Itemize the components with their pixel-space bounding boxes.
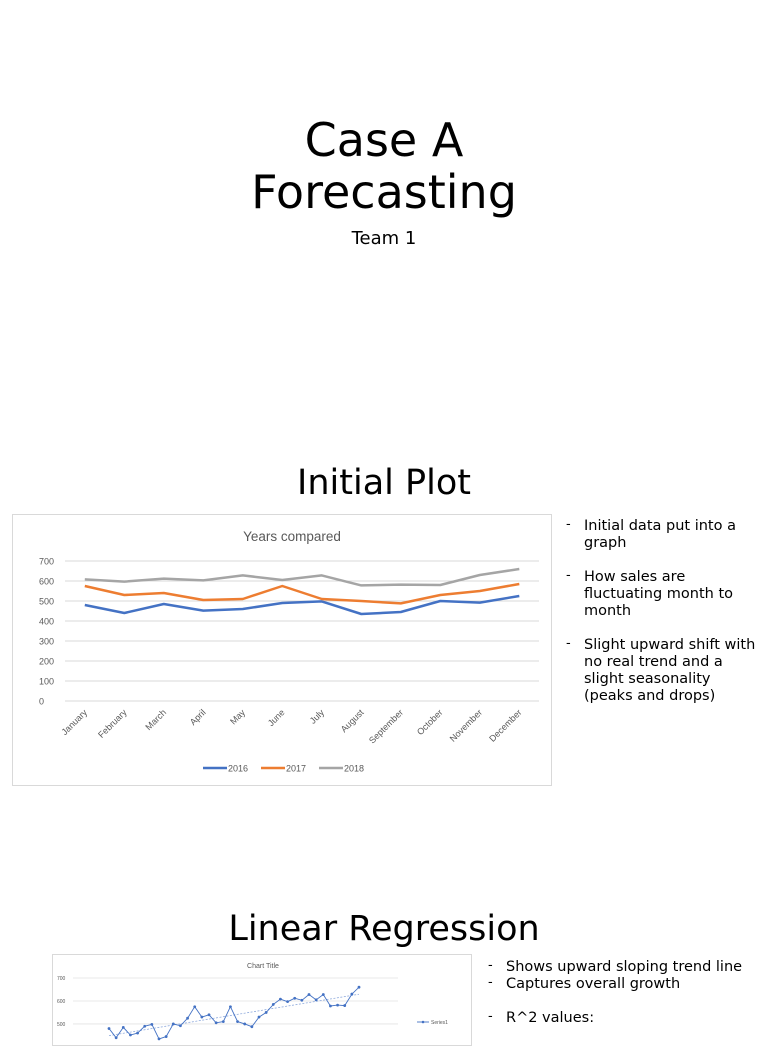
y-tick-label: 500 — [57, 1022, 66, 1028]
data-point — [329, 1005, 332, 1008]
x-tick-label: April — [188, 707, 208, 727]
data-point — [122, 1026, 125, 1029]
data-point — [308, 993, 311, 996]
data-point — [236, 1020, 239, 1023]
chart-gridlines — [73, 978, 398, 1045]
data-point — [108, 1027, 111, 1030]
y-tick-label: 500 — [39, 597, 54, 607]
legend-label: Series1 — [431, 1020, 448, 1026]
y-tick-label: 300 — [39, 637, 54, 647]
bullet-item: Initial data put into a graph — [566, 518, 756, 552]
data-point — [258, 1016, 261, 1019]
data-point — [208, 1013, 211, 1016]
x-tick-label: October — [415, 707, 445, 737]
x-tick-label: December — [487, 707, 523, 743]
x-tick-label: August — [339, 707, 366, 734]
title-slide-heading: Case A Forecasting — [0, 114, 768, 218]
series-line-2018 — [85, 569, 520, 585]
chart-series — [108, 986, 361, 1040]
data-point — [350, 993, 353, 996]
y-tick-label: 700 — [39, 557, 54, 567]
data-point — [158, 1037, 161, 1040]
x-tick-label: July — [308, 707, 327, 726]
data-point — [186, 1017, 189, 1020]
y-tick-label: 600 — [39, 577, 54, 587]
data-point — [136, 1032, 139, 1035]
chart-title: Chart Title — [247, 963, 279, 970]
chart-legend: Series1 — [417, 1020, 448, 1026]
x-tick-label: June — [266, 707, 287, 728]
bullet-item: Shows upward sloping trend line — [488, 959, 763, 976]
bullet-item: Captures overall growth — [488, 976, 763, 993]
title-slide-subtitle: Team 1 — [0, 228, 768, 249]
data-point — [322, 993, 325, 996]
data-point — [300, 999, 303, 1002]
data-point — [222, 1020, 225, 1023]
x-tick-label: February — [96, 707, 129, 740]
data-point — [250, 1025, 253, 1028]
y-tick-label: 600 — [57, 999, 66, 1005]
data-point — [229, 1005, 232, 1008]
data-point — [193, 1005, 196, 1008]
x-tick-label: November — [448, 707, 484, 743]
data-point — [165, 1035, 168, 1038]
initial-plot-bullets: Initial data put into a graph How sales … — [566, 518, 756, 705]
years-compared-chart: Years compared 0 100 200 300 400 500 600 700 Ja… — [12, 514, 552, 786]
linear-regression-bullets: Shows upward sloping trend line Captures… — [488, 959, 763, 1027]
x-tick-label: March — [143, 707, 168, 732]
y-tick-label: 100 — [39, 677, 54, 687]
data-point — [265, 1011, 268, 1014]
data-point — [293, 997, 296, 1000]
data-point — [150, 1023, 153, 1026]
y-tick-label: 200 — [39, 657, 54, 667]
x-tick-label: January — [59, 707, 89, 737]
legend-marker — [422, 1021, 425, 1024]
data-point — [115, 1036, 118, 1039]
data-point — [286, 1000, 289, 1003]
data-point — [200, 1016, 203, 1019]
y-tick-label: 700 — [57, 976, 66, 982]
x-tick-label: September — [367, 707, 405, 745]
y-tick-label: 0 — [39, 697, 44, 707]
data-point — [272, 1003, 275, 1006]
y-axis-ticks: 0 100 200 300 400 500 600 700 — [39, 557, 54, 707]
title-line-1: Case A — [305, 113, 464, 167]
data-point — [279, 998, 282, 1001]
chart-series — [85, 569, 520, 614]
linear-regression-heading: Linear Regression — [0, 904, 768, 954]
bullet-item: R^2 values: — [488, 1010, 763, 1027]
data-point — [336, 1004, 339, 1007]
chart-gridlines — [65, 561, 539, 701]
data-point — [358, 986, 361, 989]
legend-label: 2016 — [228, 764, 248, 774]
chart-legend: 2016 2017 2018 — [203, 764, 364, 774]
data-point — [179, 1024, 182, 1027]
x-tick-label: May — [228, 707, 247, 726]
chart-title: Years compared — [243, 529, 341, 544]
data-point — [129, 1034, 132, 1037]
legend-label: 2018 — [344, 764, 364, 774]
data-point — [315, 998, 318, 1001]
years-compared-svg: Years compared 0 100 200 300 400 500 600 700 Ja… — [13, 515, 551, 785]
initial-plot-heading: Initial Plot — [0, 458, 768, 508]
data-point — [343, 1004, 346, 1007]
title-line-2: Forecasting — [251, 165, 517, 219]
data-point — [143, 1025, 146, 1028]
bullet-item: How sales are fluctuating month to month — [566, 569, 756, 620]
bullet-item: Slight upward shift with no real trend a… — [566, 637, 756, 705]
y-tick-label: 400 — [39, 617, 54, 627]
series-line-2016 — [85, 596, 520, 614]
legend-label: 2017 — [286, 764, 306, 774]
series-line-Series1 — [109, 987, 359, 1039]
